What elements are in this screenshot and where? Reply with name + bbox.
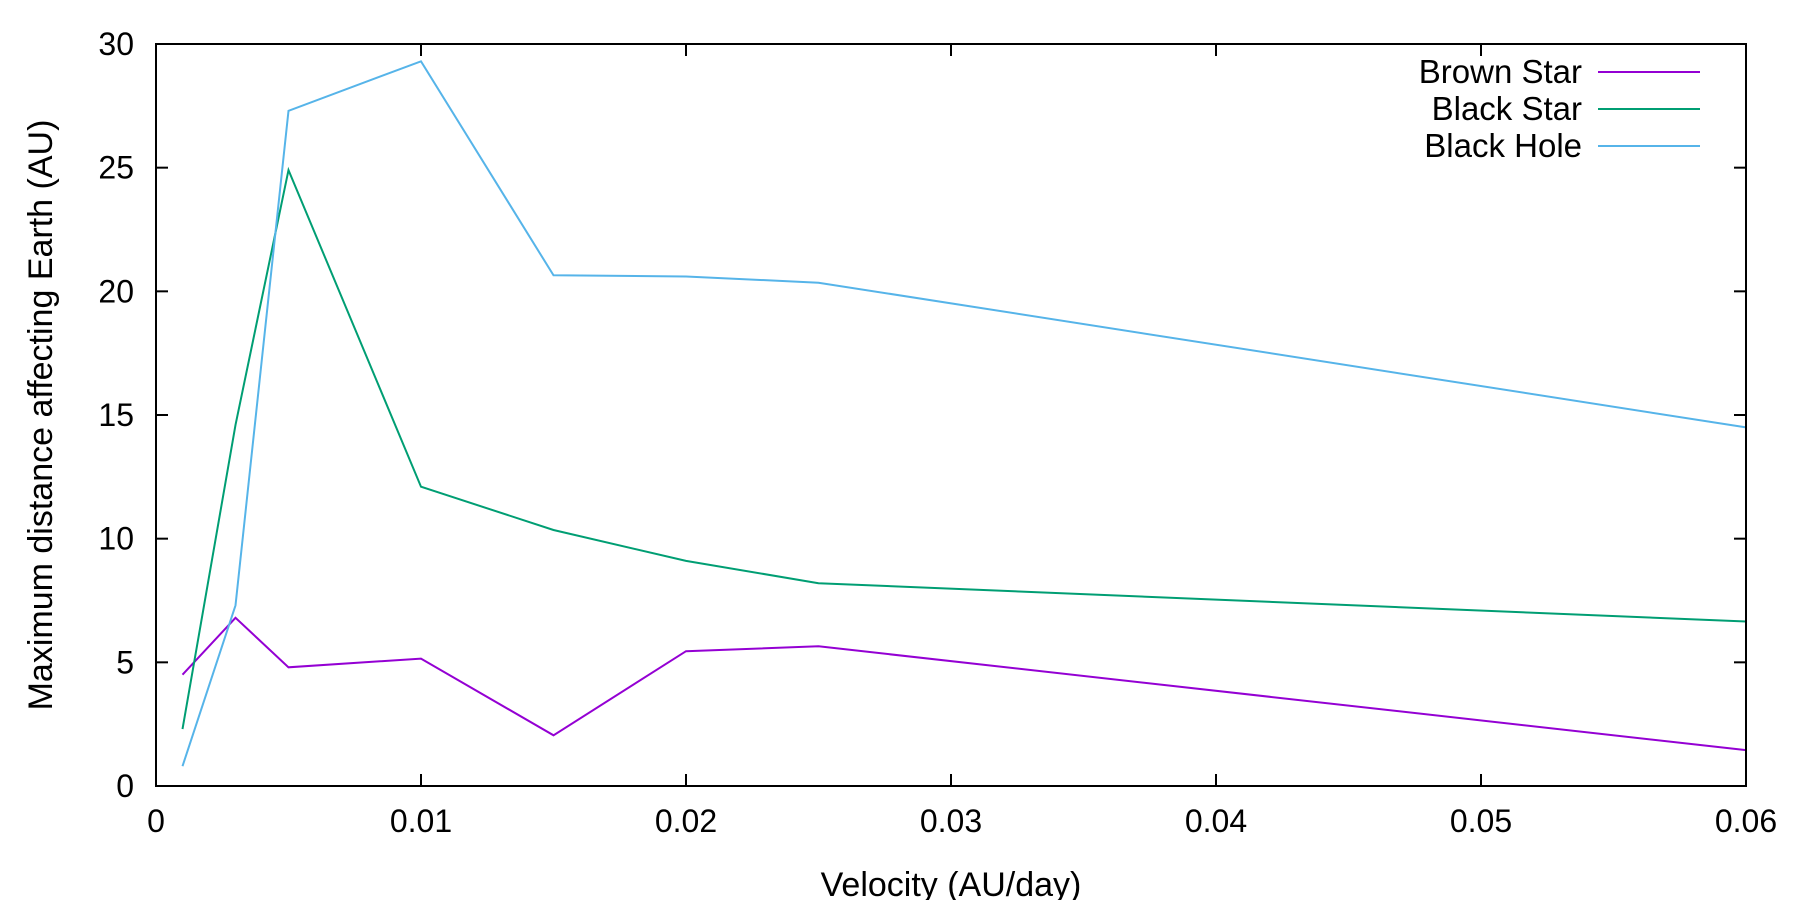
y-axis-title: Maximum distance affecting Earth (AU): [22, 120, 60, 711]
x-tick-label: 0: [147, 803, 165, 839]
series-line-black-hole: [181, 60, 1747, 767]
y-tick-label: 0: [116, 768, 134, 804]
x-tick-label: 0.03: [920, 803, 982, 839]
y-tick-label: 5: [116, 644, 134, 680]
series-lines: [181, 60, 1747, 767]
series-line-black-star: [181, 166, 1747, 730]
y-tick-label: 20: [98, 273, 134, 309]
x-tick-label: 0.05: [1450, 803, 1512, 839]
legend-label: Black Star: [1432, 90, 1582, 127]
x-axis-ticks: 0 0.01 0.02 0.03 0.04 0.05 0.06: [147, 44, 1777, 839]
y-tick-label: 25: [98, 150, 134, 186]
x-tick-label: 0.06: [1715, 803, 1777, 839]
y-axis-ticks: 0 5 10 15 20 25 30: [98, 26, 1746, 804]
legend-label: Brown Star: [1419, 53, 1582, 90]
series-line-brown-star: [181, 616, 1747, 752]
x-axis-title: Velocity (AU/day): [821, 866, 1082, 900]
legend-label: Black Hole: [1424, 127, 1582, 164]
y-tick-label: 15: [98, 397, 134, 433]
y-tick-label: 10: [98, 521, 134, 557]
x-tick-label: 0.02: [655, 803, 717, 839]
x-tick-label: 0.04: [1185, 803, 1247, 839]
y-tick-label: 30: [98, 26, 134, 62]
x-tick-label: 0.01: [390, 803, 452, 839]
